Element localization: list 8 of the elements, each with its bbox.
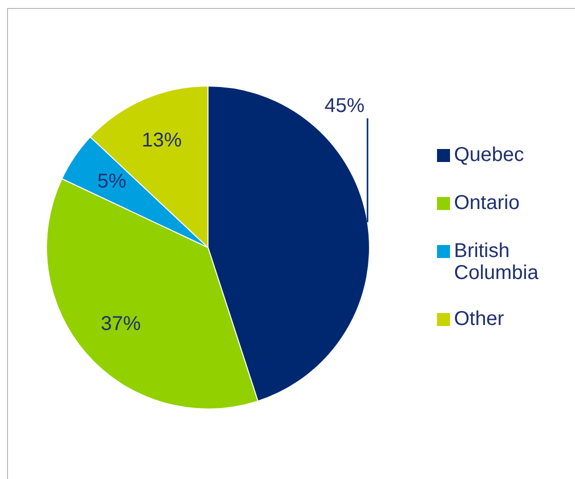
data-label: 13% [142, 129, 182, 152]
legend-label: Quebec [454, 144, 526, 166]
data-label: 37% [100, 312, 142, 335]
legend-label: Ontario [454, 192, 521, 214]
data-label: 45% [324, 94, 365, 117]
data-label: 5% [97, 170, 126, 193]
legend-label: Other [454, 308, 506, 330]
legend-label: British Columbia [454, 240, 540, 284]
